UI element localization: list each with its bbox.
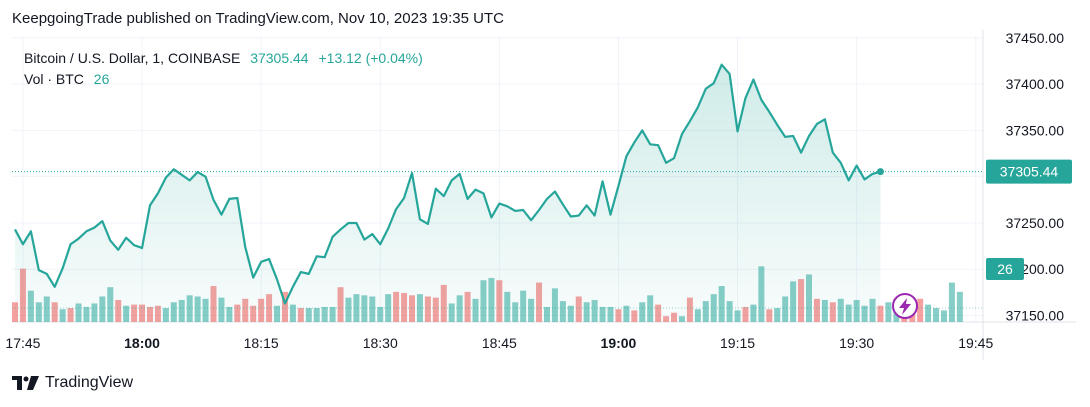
x-tick-label: 18:00 (124, 335, 160, 351)
price-chart[interactable]: 37450.0037400.0037350.0037300.0037250.00… (0, 0, 1090, 360)
legend-symbol[interactable]: Bitcoin / U.S. Dollar, 1, COINBASE (24, 50, 241, 66)
volume-bar (933, 308, 940, 322)
volume-bar (956, 291, 963, 322)
volume-bar (925, 304, 932, 322)
footer-brand-name: TradingView (45, 374, 134, 391)
volume-bar (917, 298, 924, 322)
volume-bar (885, 302, 892, 322)
y-tick-label: 37450.00 (1006, 30, 1065, 46)
price-area-fill (15, 64, 881, 322)
y-tick-label: 37400.00 (1006, 76, 1065, 92)
published-caption: KeepgoingTrade published on TradingView.… (12, 10, 504, 27)
x-tick-label: 19:15 (720, 335, 755, 351)
volume-label-box (986, 258, 1024, 280)
legend-volume-row: Vol · BTC 26 (24, 69, 429, 90)
x-tick-label: 19:45 (958, 335, 993, 351)
tradingview-logo-icon (12, 376, 39, 390)
chart-area[interactable]: 37450.0037400.0037350.0037300.0037250.00… (0, 0, 1090, 360)
lightning-icon[interactable] (892, 293, 918, 319)
legend-volume-value: 26 (93, 71, 110, 87)
y-tick-label: 37350.00 (1006, 122, 1065, 138)
x-tick-label: 17:45 (5, 335, 40, 351)
x-tick-label: 19:30 (839, 335, 874, 351)
price-line (14, 63, 881, 305)
footer-brand[interactable]: TradingView (12, 374, 133, 392)
y-tick-label: 37150.00 (1006, 308, 1065, 324)
y-tick-label: 37250.00 (1006, 215, 1065, 231)
x-tick-label: 18:45 (482, 335, 517, 351)
x-tick-label: 19:00 (601, 335, 637, 351)
volume-label-text: 26 (997, 261, 1013, 277)
last-price-dot (876, 168, 884, 176)
chart-legend: Bitcoin / U.S. Dollar, 1, COINBASE 37305… (24, 48, 429, 90)
price-label-box (986, 159, 1072, 184)
volume-bar (948, 282, 955, 322)
legend-last-price: 37305.44 (250, 50, 309, 66)
legend-volume-label[interactable]: Vol · BTC (24, 71, 84, 87)
x-tick-label: 18:30 (363, 335, 398, 351)
price-label-text: 37305.44 (1000, 164, 1059, 180)
volume-bar (940, 310, 947, 322)
x-tick-label: 18:15 (244, 335, 279, 351)
legend-change: +13.12 (+0.04%) (318, 50, 423, 66)
legend-symbol-row: Bitcoin / U.S. Dollar, 1, COINBASE 37305… (24, 48, 429, 69)
